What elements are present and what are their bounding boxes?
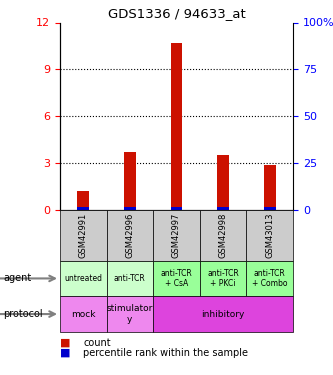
Bar	[107, 296, 153, 332]
Text: stimulator
y: stimulator y	[107, 304, 153, 324]
Text: count: count	[83, 338, 111, 348]
Text: ■: ■	[60, 348, 71, 357]
Text: untreated: untreated	[64, 274, 102, 283]
Bar	[217, 155, 229, 210]
Text: GSM42991: GSM42991	[79, 213, 88, 258]
Title: GDS1336 / 94633_at: GDS1336 / 94633_at	[108, 7, 245, 20]
Text: anti-TCR: anti-TCR	[114, 274, 146, 283]
Text: GSM43013: GSM43013	[265, 213, 274, 258]
Text: protocol: protocol	[3, 309, 43, 319]
Text: GSM42996: GSM42996	[125, 213, 135, 258]
Bar	[264, 165, 276, 210]
Bar	[153, 261, 200, 296]
Bar	[124, 207, 136, 210]
Bar	[60, 296, 107, 332]
Bar	[60, 210, 107, 261]
Bar	[107, 210, 153, 261]
Text: GSM42997: GSM42997	[172, 213, 181, 258]
Bar	[124, 152, 136, 210]
Bar	[153, 296, 293, 332]
Text: mock: mock	[71, 310, 96, 318]
Bar	[264, 207, 276, 210]
Text: anti-TCR
+ Combo: anti-TCR + Combo	[252, 269, 287, 288]
Bar	[107, 261, 153, 296]
Bar	[170, 43, 182, 210]
Text: agent: agent	[3, 273, 32, 284]
Bar	[153, 210, 200, 261]
Text: anti-TCR
+ CsA: anti-TCR + CsA	[161, 269, 192, 288]
Text: GSM42998: GSM42998	[218, 213, 228, 258]
Bar	[170, 207, 182, 210]
Text: ■: ■	[60, 338, 71, 348]
Bar	[246, 261, 293, 296]
Bar	[200, 210, 246, 261]
Bar	[217, 207, 229, 210]
Bar	[77, 207, 89, 210]
Bar	[77, 191, 89, 210]
Text: inhibitory: inhibitory	[201, 310, 245, 318]
Bar	[200, 261, 246, 296]
Bar	[246, 210, 293, 261]
Text: percentile rank within the sample: percentile rank within the sample	[83, 348, 248, 357]
Bar	[60, 261, 107, 296]
Text: anti-TCR
+ PKCi: anti-TCR + PKCi	[207, 269, 239, 288]
